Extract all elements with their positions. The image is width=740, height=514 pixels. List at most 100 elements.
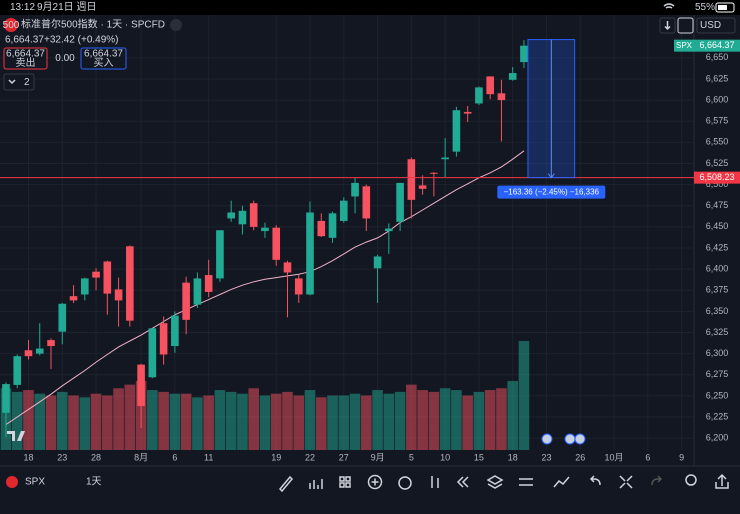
logo-mark (7, 431, 25, 441)
candle-body (261, 227, 269, 232)
event-icon (541, 433, 553, 445)
y-tick-label: 6,225 (706, 411, 729, 421)
toolbar-symbol[interactable]: SPX (25, 477, 45, 488)
wifi-icon (663, 3, 675, 9)
x-tick-label: 23 (541, 452, 551, 462)
refresh-button[interactable] (677, 17, 694, 34)
candle-body (92, 271, 100, 278)
change-value: +32.42 (+0.49%) (44, 35, 119, 46)
candle-body (58, 303, 67, 332)
x-tick-label: 6 (172, 452, 177, 462)
redo-icon[interactable] (651, 475, 663, 486)
volume-bar (169, 393, 181, 450)
y-tick-label: 6,350 (706, 306, 729, 316)
layers-icon[interactable] (486, 475, 504, 489)
volume-bar (270, 393, 282, 450)
compare-icon[interactable] (553, 476, 570, 488)
candle-body (24, 350, 33, 357)
candle-body (418, 185, 427, 189)
buy-price: 6,664.37 (84, 49, 123, 60)
candle-body (238, 210, 247, 225)
add-icon[interactable] (367, 474, 383, 490)
y-tick-label: 6,200 (706, 433, 729, 443)
x-tick-label: 11 (204, 452, 213, 462)
volume-bar (315, 397, 327, 450)
toolbar-interval[interactable]: 1天 (86, 477, 102, 488)
sell-button[interactable] (3, 47, 48, 70)
candles-icon[interactable] (431, 476, 439, 488)
candle-body (385, 228, 393, 232)
x-tick-label: 23 (57, 452, 67, 462)
draw-icon[interactable] (278, 475, 294, 493)
candle-body (69, 296, 78, 301)
volume-bar (158, 391, 169, 450)
volume-bar (90, 393, 102, 450)
collapse-icon[interactable] (619, 475, 633, 489)
x-tick-label: 22 (305, 452, 315, 462)
y-tick-label: 6,375 (706, 285, 729, 295)
more-button[interactable] (170, 19, 182, 31)
candle-body (351, 182, 359, 197)
measure-label: −163.36 (−2.45%) −16,336 (504, 187, 600, 196)
download-icon (664, 21, 671, 31)
buy-button[interactable] (80, 47, 127, 70)
volume-bar (192, 397, 203, 450)
volume-bar (11, 391, 23, 450)
candle-body (283, 262, 292, 273)
volume-bar (484, 390, 496, 450)
last-price-label: 6,664.37 (699, 40, 734, 50)
candle-body (373, 256, 382, 269)
candle-body (452, 110, 461, 152)
candle-body (339, 200, 348, 221)
candle-body (396, 182, 404, 222)
currency: USD (700, 20, 721, 31)
volume-bar (473, 391, 485, 450)
logo-text: 500 (3, 20, 20, 31)
price-axis (694, 15, 740, 450)
candle-body (508, 73, 517, 80)
candle-body (441, 157, 449, 160)
volume-bar (203, 395, 214, 450)
layout-icon[interactable] (339, 476, 351, 488)
replay-icon[interactable] (456, 476, 469, 488)
y-tick-label: 6,425 (706, 242, 729, 252)
measure-arrow-head (547, 173, 555, 179)
volume-bar (56, 391, 68, 450)
sell-label: 卖出 (16, 56, 36, 69)
volume-bar (147, 390, 158, 450)
volume-bar (113, 388, 124, 450)
header: 500 标准普尔500指数 · 1天 · SPCFD 6,664.37 +32.… (3, 17, 736, 91)
time: 13:12 (10, 2, 35, 13)
symbol-title[interactable]: 标准普尔500指数 · 1天 · SPCFD (21, 18, 165, 31)
toolbar-logo (6, 476, 18, 488)
ideas-icon[interactable] (685, 474, 697, 486)
x-tick-label: 8月 (134, 452, 148, 462)
volume-bar (406, 384, 417, 450)
y-tick-label: 6,475 (706, 200, 729, 210)
volume-bar (428, 391, 440, 450)
alert-icon[interactable] (398, 476, 412, 490)
x-tick-label: 18 (23, 452, 33, 462)
settings-icon[interactable] (519, 478, 533, 486)
candle-body (137, 364, 145, 407)
status-bar (0, 0, 740, 15)
candle-body (272, 227, 281, 260)
candle-body (103, 261, 112, 294)
undo-icon[interactable] (589, 475, 601, 486)
currency-button[interactable] (696, 17, 736, 34)
x-tick-label: 15 (474, 452, 484, 462)
indicators-toggle[interactable] (3, 73, 35, 91)
volume-bar (237, 393, 248, 450)
share-icon[interactable] (715, 473, 729, 489)
x-tick-label: 26 (575, 452, 585, 462)
indicator-icon[interactable] (309, 479, 323, 489)
symbol-tag (674, 39, 694, 52)
volume-bar (349, 393, 361, 450)
y-tick-label: 6,450 (706, 221, 729, 231)
y-tick-label: 6,500 (706, 179, 729, 189)
candle-body (430, 172, 438, 174)
candle-body (475, 87, 483, 104)
x-tick-label: 10 (440, 452, 450, 462)
x-tick-label: 9 (679, 452, 684, 462)
tv-logo (7, 431, 25, 441)
